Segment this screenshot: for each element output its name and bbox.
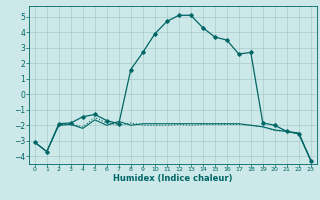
X-axis label: Humidex (Indice chaleur): Humidex (Indice chaleur): [113, 174, 233, 183]
